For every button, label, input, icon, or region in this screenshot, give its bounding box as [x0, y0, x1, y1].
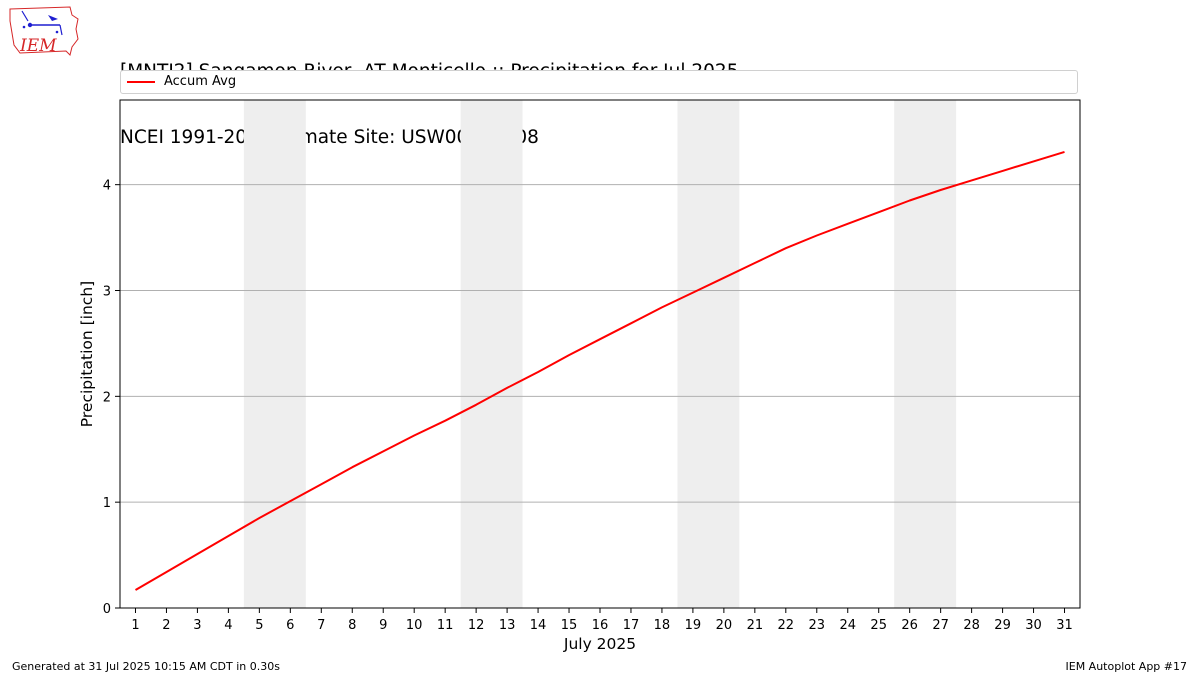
weekend-band-4	[894, 100, 957, 608]
x-tick-label-25: 25	[870, 618, 887, 633]
x-tick-label-20: 20	[716, 618, 733, 633]
x-tick-label-15: 15	[561, 618, 578, 633]
x-tick-label-22: 22	[778, 618, 795, 633]
series-line-accum-avg	[134, 150, 1065, 591]
x-tick-label-1: 1	[131, 618, 139, 633]
x-tick-label-30: 30	[1025, 618, 1042, 633]
x-tick-label-7: 7	[317, 618, 325, 633]
x-tick-label-10: 10	[406, 618, 423, 633]
x-tick-label-13: 13	[499, 618, 516, 633]
x-tick-label-2: 2	[162, 618, 170, 633]
x-tick-label-23: 23	[809, 618, 826, 633]
x-tick-label-28: 28	[963, 618, 980, 633]
weekend-band-1	[243, 100, 306, 608]
y-tick-label-2: 2	[103, 390, 111, 405]
y-tick-label-1: 1	[103, 496, 111, 511]
x-tick-label-9: 9	[379, 618, 387, 633]
footer-generated: Generated at 31 Jul 2025 10:15 AM CDT in…	[12, 660, 280, 673]
logo-text: IEM	[19, 36, 57, 56]
x-axis-label: July 2025	[563, 635, 636, 653]
y-tick-label-4: 4	[103, 179, 111, 194]
y-tick-label-3: 3	[103, 285, 111, 300]
x-tick-label-31: 31	[1056, 618, 1073, 633]
x-tick-label-11: 11	[437, 618, 454, 633]
x-tick-label-16: 16	[592, 618, 609, 633]
weekend-band-3	[677, 100, 740, 608]
footer-app: IEM Autoplot App #17	[1065, 660, 1188, 673]
x-tick-label-14: 14	[530, 618, 547, 633]
legend-label-accum-avg: Accum Avg	[164, 74, 237, 89]
x-tick-label-5: 5	[255, 618, 263, 633]
x-tick-label-12: 12	[468, 618, 485, 633]
x-tick-label-26: 26	[901, 618, 918, 633]
x-tick-label-27: 27	[932, 618, 949, 633]
iem-logo: IEM	[8, 5, 82, 59]
y-axis-label: Precipitation [inch]	[78, 281, 96, 427]
x-tick-label-21: 21	[747, 618, 764, 633]
x-tick-label-8: 8	[348, 618, 356, 633]
x-tick-label-18: 18	[654, 618, 671, 633]
x-tick-label-6: 6	[286, 618, 294, 633]
x-tick-label-24: 24	[839, 618, 856, 633]
x-tick-label-17: 17	[623, 618, 640, 633]
x-tick-label-4: 4	[224, 618, 232, 633]
x-tick-label-3: 3	[193, 618, 201, 633]
x-tick-label-19: 19	[685, 618, 702, 633]
chart-legend: Accum Avg	[120, 70, 1078, 94]
x-tick-label-29: 29	[994, 618, 1011, 633]
weekend-band-2	[460, 100, 523, 608]
y-tick-label-0: 0	[103, 602, 111, 617]
legend-swatch-accum-avg	[127, 81, 155, 83]
